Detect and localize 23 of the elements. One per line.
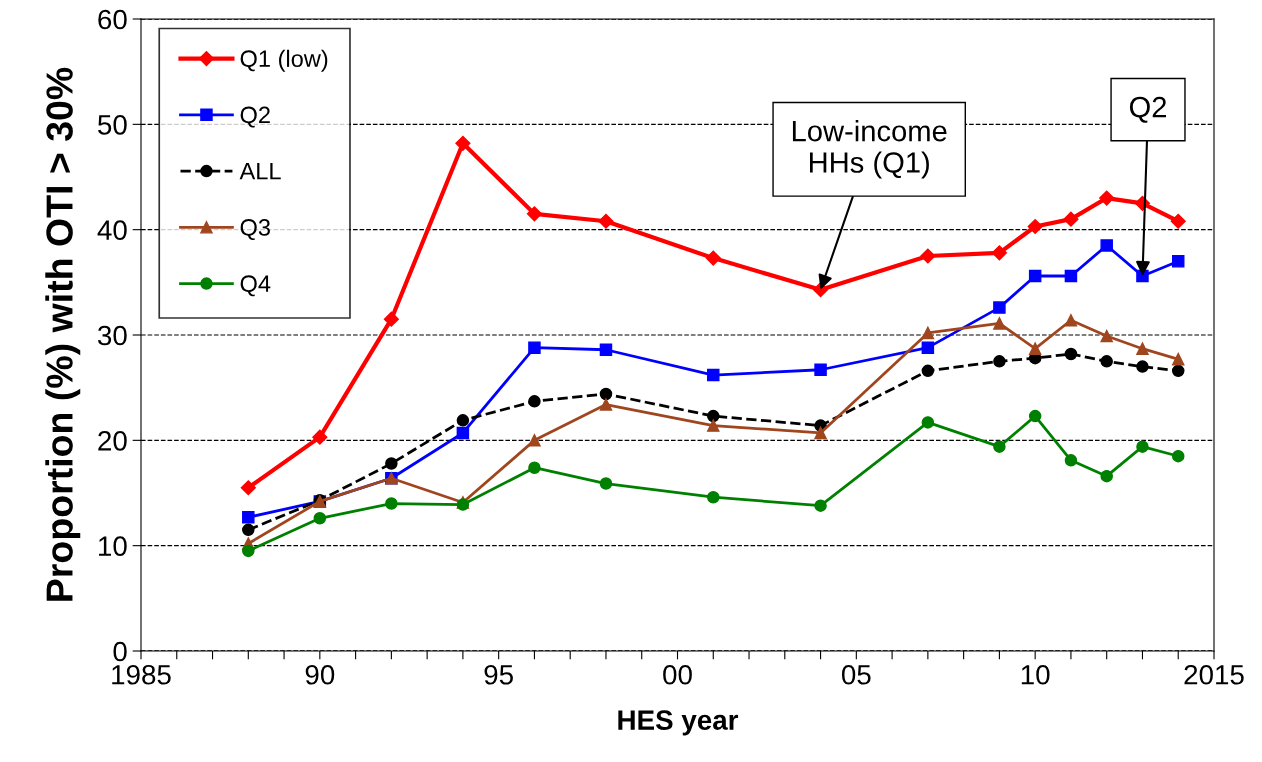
x-tick-label: 05 xyxy=(841,664,871,685)
x-tick-label: 2015 xyxy=(1184,664,1244,685)
x-tick-label: 1985 xyxy=(112,664,171,685)
y-tick-label: 40 xyxy=(97,220,127,241)
y-tick-label: 60 xyxy=(98,9,127,30)
legend-label: Q1 (low) xyxy=(240,49,328,72)
annotation: Q2 xyxy=(1129,96,1167,123)
x-axis-title: HES year xyxy=(618,710,739,736)
y-tick-label: 30 xyxy=(97,325,127,346)
x-tick-label: 10 xyxy=(1021,664,1050,685)
y-tick-label: 50 xyxy=(98,115,127,135)
legend-label: ALL xyxy=(239,163,281,180)
x-tick-label: 00 xyxy=(663,664,692,685)
legend-label: Q3 xyxy=(240,219,270,241)
y-axis-title: Proportion (%) with OTI > 30% xyxy=(45,67,81,601)
y-tick-label: 10 xyxy=(99,536,127,557)
y-tick-label: 20 xyxy=(98,431,127,451)
annotation: Low-income HHs (Q1) xyxy=(792,119,947,179)
legend-label: Q4 xyxy=(240,275,271,297)
y-tick-label: 0 xyxy=(113,641,127,662)
x-tick-label: 95 xyxy=(484,664,513,685)
x-tick-label: 90 xyxy=(305,664,335,685)
legend-label: Q2 xyxy=(240,106,270,128)
